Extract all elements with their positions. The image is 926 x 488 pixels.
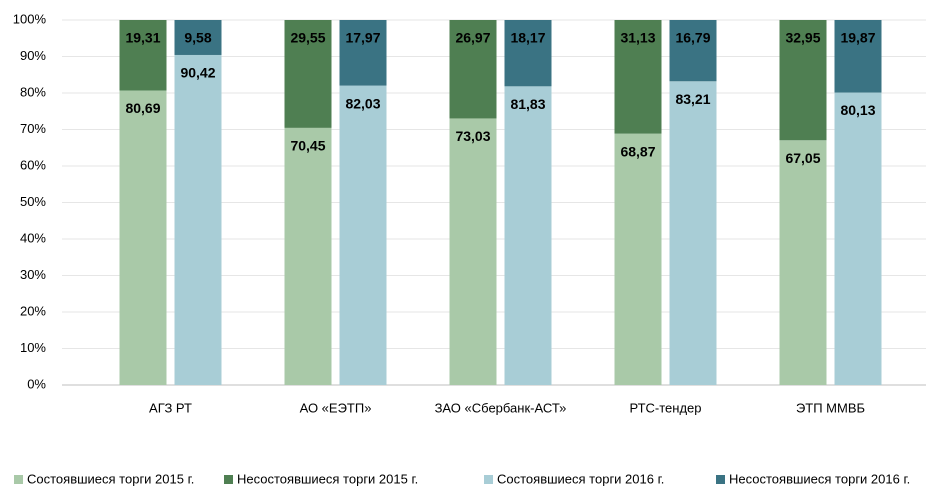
data-label: 16,79 (675, 30, 710, 46)
data-label: 26,97 (455, 30, 490, 46)
data-label: 19,87 (840, 30, 875, 46)
x-tick-label: АГЗ РТ (149, 400, 192, 415)
y-tick-label: 70% (20, 121, 46, 136)
data-label: 82,03 (345, 95, 380, 111)
data-label: 73,03 (455, 128, 490, 144)
legend-label: Состоявшиеся торги 2016 г. (497, 471, 664, 486)
bar-segment (119, 90, 167, 385)
bar-segment (339, 85, 387, 385)
bar-segment (779, 140, 827, 385)
legend-label: Несостоявшиеся торги 2015 г. (237, 471, 418, 486)
y-tick-label: 90% (20, 48, 46, 63)
bar-segment (504, 20, 552, 87)
bar-segment (504, 86, 552, 386)
data-label: 19,31 (125, 30, 160, 46)
data-label: 68,87 (620, 143, 655, 159)
legend-label: Несостоявшиеся торги 2016 г. (729, 471, 910, 486)
y-tick-label: 20% (20, 303, 46, 318)
bar-segment (284, 127, 332, 386)
y-tick-label: 50% (20, 194, 46, 209)
data-label: 32,95 (785, 30, 820, 46)
bar-segment (669, 81, 717, 385)
bar-segment (339, 20, 387, 86)
data-label: 18,17 (510, 30, 545, 46)
bar-segment (614, 20, 662, 134)
bar-segment (119, 20, 167, 91)
data-label: 9,58 (184, 30, 211, 46)
legend-swatch (484, 475, 493, 484)
x-tick-label: ЭТП ММВБ (796, 400, 865, 415)
x-tick-label: АО «ЕЭТП» (300, 400, 372, 415)
y-tick-label: 0% (27, 376, 46, 391)
bar-segment (174, 20, 222, 55)
bar-segment (174, 54, 222, 385)
data-label: 67,05 (785, 150, 820, 166)
data-label: 81,83 (510, 96, 545, 112)
y-tick-label: 10% (20, 340, 46, 355)
legend-swatch (14, 475, 23, 484)
bar-segment (779, 20, 827, 141)
data-label: 80,13 (840, 102, 875, 118)
data-label: 80,69 (125, 100, 160, 116)
legend-swatch (716, 475, 725, 484)
data-label: 17,97 (345, 30, 380, 46)
bar-segment (834, 92, 882, 385)
bar-segment (834, 20, 882, 93)
x-tick-label: РТС-тендер (629, 400, 701, 415)
legend-swatch (224, 475, 233, 484)
x-tick-label: ЗАО «Сбербанк-АСТ» (435, 400, 567, 415)
bar-segment (614, 133, 662, 385)
y-tick-label: 60% (20, 157, 46, 172)
bar-segment (449, 20, 497, 119)
y-tick-label: 80% (20, 84, 46, 99)
data-label: 31,13 (620, 30, 655, 46)
data-label: 29,55 (290, 30, 325, 46)
bar-segment (449, 118, 497, 386)
y-tick-label: 40% (20, 230, 46, 245)
legend-label: Состоявшиеся торги 2015 г. (27, 471, 194, 486)
data-label: 70,45 (290, 138, 325, 154)
data-label: 90,42 (180, 65, 215, 81)
bar-segment (284, 20, 332, 128)
data-label: 83,21 (675, 91, 710, 107)
bar-segment (669, 20, 717, 82)
y-tick-label: 30% (20, 267, 46, 282)
y-tick-label: 100% (13, 11, 47, 26)
